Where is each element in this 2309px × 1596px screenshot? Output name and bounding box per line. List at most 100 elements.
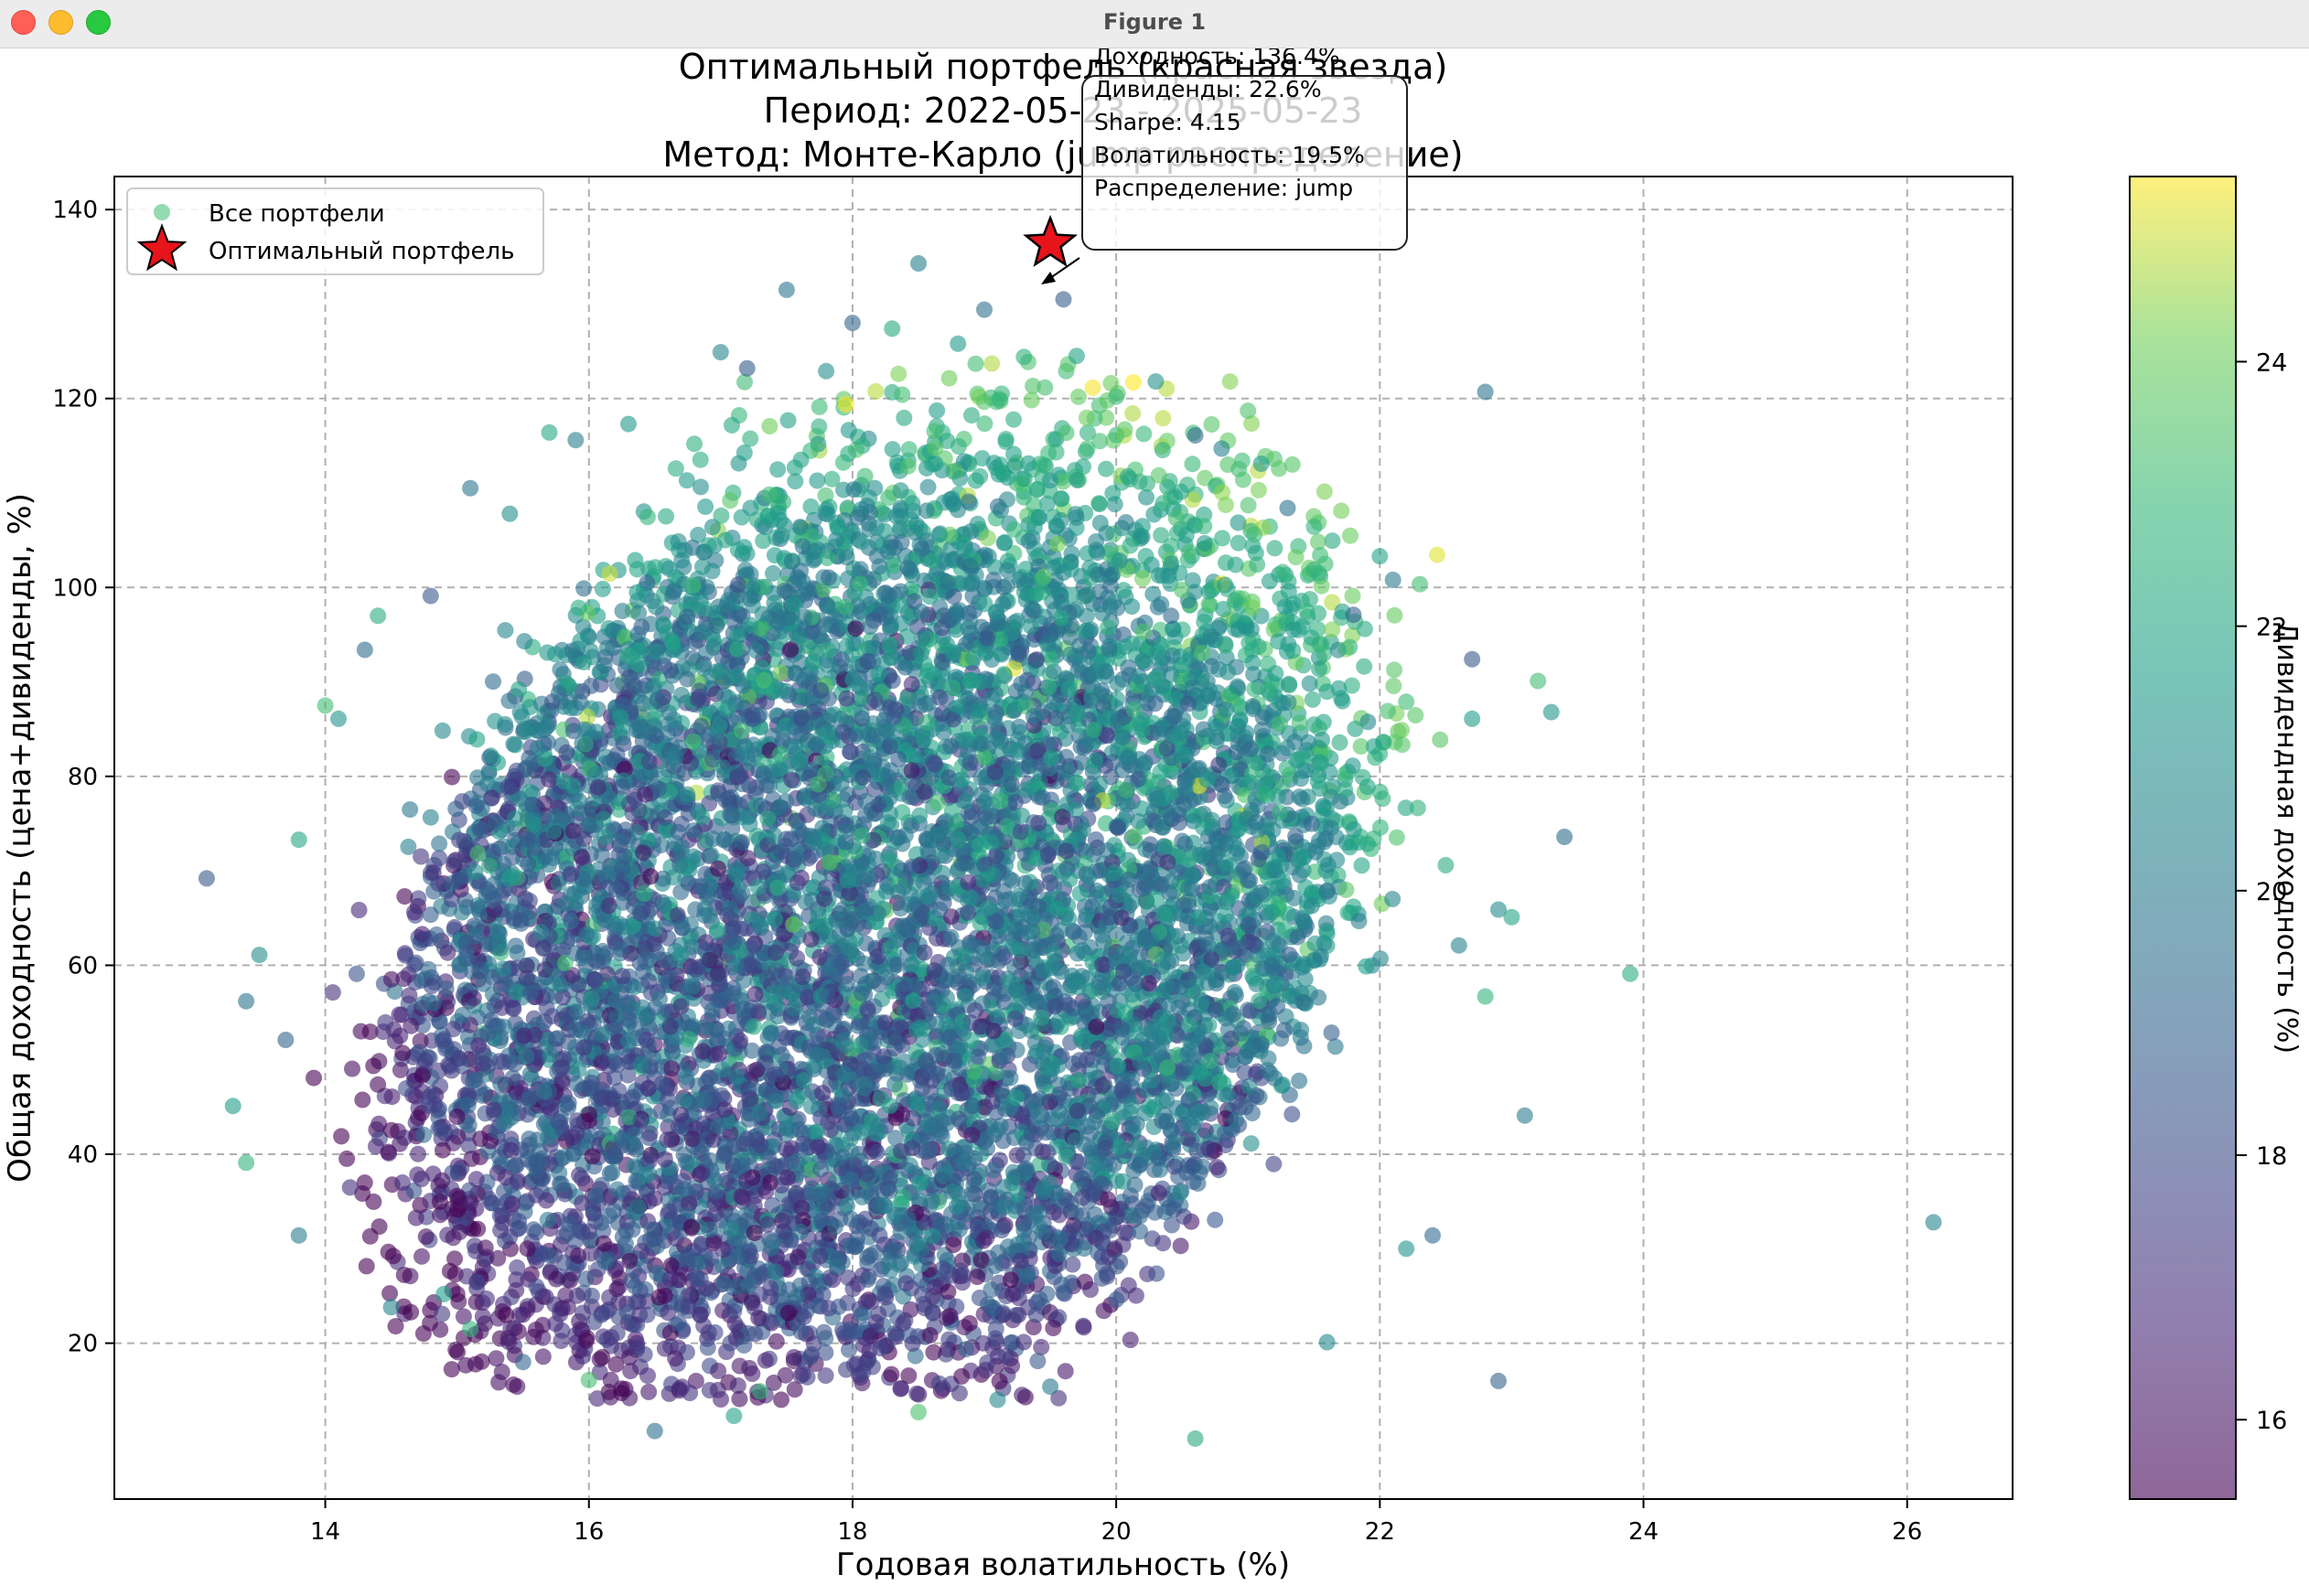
cloud-point [894, 387, 910, 403]
cloud-point [972, 468, 988, 485]
cloud-point [640, 1384, 657, 1400]
cloud-point [593, 1307, 609, 1323]
scatter-chart[interactable]: Оптимальный портфель (красная звезда) Пе… [0, 48, 2309, 1592]
cloud-point [413, 1248, 430, 1265]
cloud-point [1029, 1353, 1046, 1369]
cloud-point [1099, 1265, 1115, 1281]
cloud-point [1432, 732, 1448, 748]
cloud-point [1324, 532, 1340, 549]
cloud-point [444, 1361, 460, 1377]
cloud-point [1342, 528, 1359, 544]
cloud-point [1312, 547, 1328, 563]
cloud-point [742, 431, 758, 447]
cloud-point [985, 1162, 1002, 1178]
cloud-point [1266, 540, 1283, 556]
cloud-point [1389, 830, 1405, 846]
cloud-point [880, 849, 897, 865]
cloud-point [1010, 1307, 1026, 1323]
cloud-point [1386, 661, 1402, 678]
cloud-point [911, 808, 928, 824]
cloud-point [736, 374, 753, 391]
cloud-point [1283, 1106, 1300, 1122]
cloud-point [1394, 736, 1411, 753]
cloud-point [1316, 800, 1332, 817]
cloud-point [1085, 380, 1101, 396]
cloud-point [1031, 1291, 1047, 1307]
cloud-point [853, 561, 869, 577]
cloud-point [963, 407, 980, 423]
cloud-point [736, 445, 753, 461]
cloud-point [951, 1385, 968, 1401]
cloud-point [693, 452, 709, 468]
cloud-point [1135, 425, 1152, 442]
cloud-point [737, 562, 754, 578]
cloud-point [966, 1171, 983, 1187]
cloud-point [584, 1288, 600, 1304]
cloud-point [603, 1372, 619, 1388]
cloud-point [1358, 959, 1374, 975]
cloud-point [980, 530, 996, 546]
cloud-point [1190, 1175, 1207, 1192]
cloud-point [338, 1151, 355, 1167]
cloud-point [1393, 722, 1410, 738]
cloud-point [639, 1367, 656, 1384]
cloud-point [333, 1128, 349, 1144]
title-bar: Figure 1 [0, 0, 2309, 48]
cloud-point [1222, 373, 1239, 390]
cloud-point [1410, 799, 1426, 816]
cloud-point [1154, 410, 1171, 426]
figure-canvas[interactable]: Оптимальный портфель (красная звезда) Пе… [0, 48, 2309, 1592]
cloud-point [1327, 1038, 1344, 1055]
cloud-point [446, 1250, 463, 1267]
cloud-point [1033, 1339, 1049, 1355]
cloud-point [408, 1210, 424, 1226]
cloud-point [940, 1332, 957, 1348]
cloud-point [432, 1194, 448, 1210]
cloud-point [787, 473, 803, 489]
cloud-point [444, 769, 460, 786]
cloud-point [1173, 1237, 1189, 1254]
window-title: Figure 1 [0, 0, 2309, 48]
cloud-point [354, 1092, 371, 1109]
cloud-point [415, 1325, 432, 1342]
cloud-point [1076, 1319, 1092, 1335]
cloud-point [839, 638, 855, 655]
cloud-point [896, 410, 912, 426]
cloud-point [1288, 549, 1305, 565]
cloud-point [958, 1341, 974, 1357]
cloud-point [811, 399, 828, 415]
cloud-point [1230, 535, 1247, 552]
cloud-point [1265, 1156, 1282, 1173]
cloud-point [475, 1087, 491, 1104]
cloud-point [1064, 1257, 1080, 1273]
cloud-point [1243, 1135, 1260, 1151]
cloud-point [929, 402, 945, 419]
cloud-point [365, 1057, 381, 1074]
cloud-point [920, 479, 937, 496]
cloud-point [1005, 412, 1022, 428]
cloud-point [575, 580, 592, 596]
cloud-point [761, 418, 778, 434]
portfolio-cloud [306, 354, 1448, 1409]
cloud-point [349, 966, 365, 982]
cloud-point [1124, 405, 1141, 422]
cloud-point [325, 984, 341, 1001]
cloud-point [589, 1390, 606, 1407]
cloud-point [901, 441, 918, 457]
cloud-point [1028, 1307, 1045, 1323]
cloud-point [918, 502, 935, 519]
cloud-point [768, 1334, 785, 1350]
cloud-point [867, 383, 884, 400]
cloud-point [1359, 778, 1376, 795]
cloud-point [1203, 416, 1219, 433]
cloud-point [1345, 588, 1361, 605]
cloud-point [968, 356, 984, 372]
cloud-point [510, 681, 527, 698]
cloud-point [1407, 707, 1423, 723]
cloud-point [1374, 790, 1391, 807]
cloud-point [903, 1301, 919, 1318]
cloud-point [1251, 482, 1267, 498]
cloud-point [1070, 389, 1087, 405]
cloud-point [384, 1088, 401, 1105]
cloud-point [910, 1387, 927, 1403]
